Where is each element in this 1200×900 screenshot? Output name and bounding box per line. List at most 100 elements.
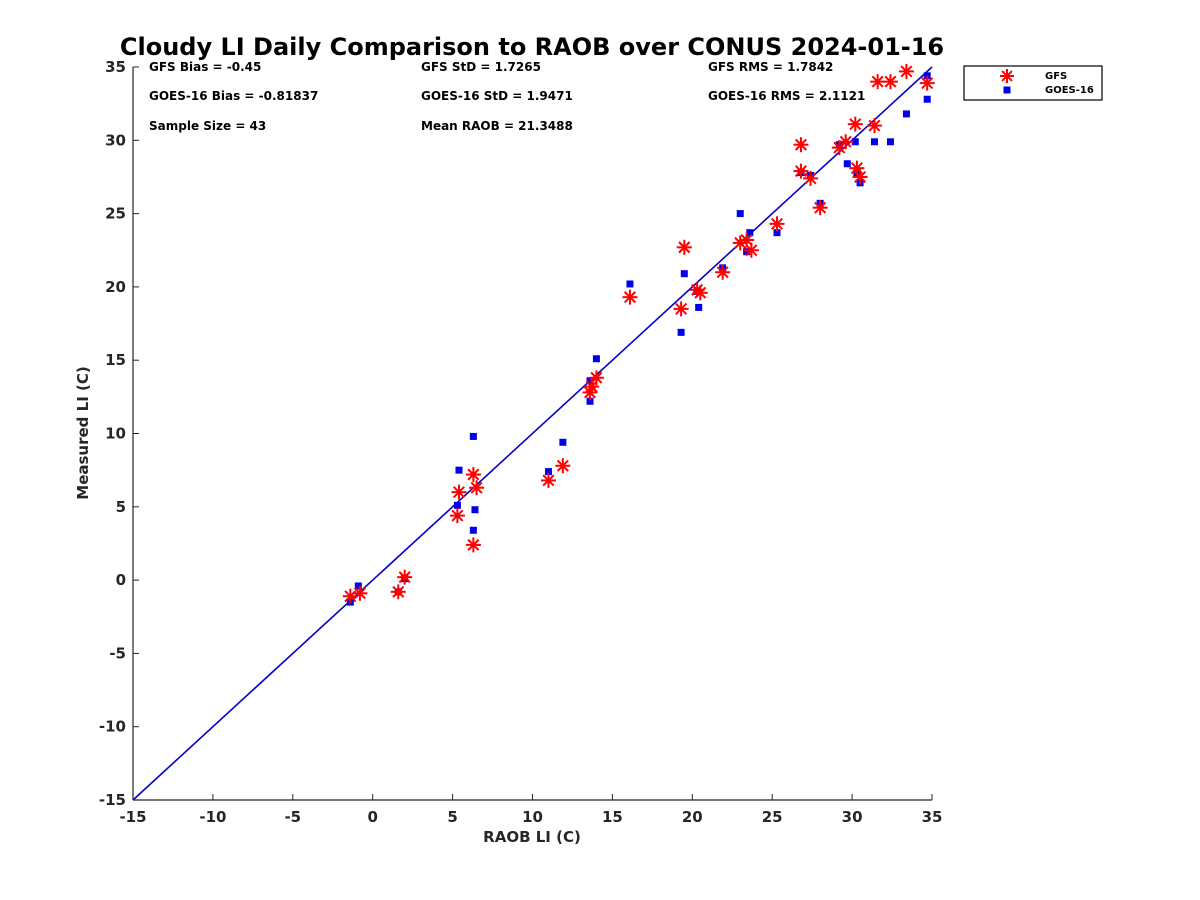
goes16-point: [843, 160, 851, 168]
x-tick-label: 20: [682, 808, 703, 826]
y-tick-label: -15: [99, 791, 126, 809]
gfs-point: [622, 289, 638, 305]
gfs-point: [676, 239, 692, 255]
goes16-point: [586, 397, 594, 405]
plot-area: -15 -10 -5 0 5 10 15 20 25 30 35 -15 -10 -5 0 5 10 15 20 2…: [99, 58, 943, 826]
legend-goes16-marker: [1003, 86, 1011, 94]
x-tick-label: -15: [119, 808, 146, 826]
legend: GFS GOES-16: [963, 65, 1103, 101]
series-gfs-points: [342, 63, 935, 604]
stat-annotation: GOES-16 StD = 1.9471: [421, 89, 573, 103]
gfs-point: [743, 242, 759, 258]
gfs-point: [397, 569, 413, 585]
legend-box: [963, 65, 1103, 101]
goes16-point: [773, 229, 781, 237]
gfs-point: [451, 484, 467, 500]
x-axis-label: RAOB LI (C): [483, 828, 581, 846]
goes16-point: [743, 248, 751, 256]
gfs-point: [870, 74, 886, 90]
gfs-point: [465, 467, 481, 483]
gfs-point: [919, 75, 935, 91]
goes16-point: [592, 355, 600, 363]
goes16-point: [902, 110, 910, 118]
goes16-point: [626, 280, 634, 288]
gfs-point: [449, 508, 465, 524]
x-tick-label: 0: [367, 808, 377, 826]
gfs-point: [715, 264, 731, 280]
goes16-point: [455, 466, 463, 474]
legend-goes16-label: GOES-16: [1045, 85, 1094, 96]
goes16-point: [354, 582, 362, 590]
gfs-point: [847, 116, 863, 132]
legend-gfs-label: GFS: [1045, 71, 1067, 82]
goes16-point: [469, 526, 477, 534]
gfs-point: [769, 216, 785, 232]
gfs-point: [352, 585, 368, 601]
stat-annotation: GFS StD = 1.7265: [421, 60, 541, 74]
goes16-point: [453, 501, 461, 509]
gfs-point: [866, 118, 882, 134]
gfs-point: [673, 301, 689, 317]
y-axis-label: Measured LI (C): [74, 366, 92, 499]
stat-annotation: GOES-16 RMS = 2.1121: [708, 89, 865, 103]
gfs-point: [692, 285, 708, 301]
y-ticks: -15 -10 -5 0 5 10 15 20 25 30 35: [99, 58, 139, 809]
y-tick-label: -5: [109, 644, 126, 662]
legend-gfs-marker: [1000, 69, 1014, 83]
goes16-point: [680, 270, 688, 278]
x-tick-label: 10: [522, 808, 543, 826]
gfs-point: [588, 370, 604, 386]
y-tick-label: 35: [105, 58, 126, 76]
one-to-one-reference-line: [132, 66, 933, 801]
stat-annotation: GFS Bias = -0.45: [149, 60, 261, 74]
goes16-point: [923, 95, 931, 103]
goes16-point: [736, 210, 744, 218]
goes16-point: [586, 377, 594, 385]
goes16-point: [469, 432, 477, 440]
y-tick-label: -10: [99, 718, 126, 736]
stat-annotation: GFS RMS = 1.7842: [708, 60, 833, 74]
x-tick-label: 15: [602, 808, 623, 826]
y-tick-label: 5: [116, 498, 126, 516]
x-tick-label: 35: [922, 808, 943, 826]
gfs-point: [390, 584, 406, 600]
gfs-point: [852, 169, 868, 185]
y-tick-label: 25: [105, 205, 126, 223]
gfs-point: [812, 200, 828, 216]
gfs-point: [739, 232, 755, 248]
goes16-point: [544, 468, 552, 476]
gfs-point: [793, 137, 809, 153]
goes16-point: [886, 138, 894, 146]
stat-annotation: GOES-16 Bias = -0.81837: [149, 89, 318, 103]
stats-layer: GFS Bias = -0.45 GFS StD = 1.7265 GFS RMS …: [149, 60, 865, 133]
stat-annotation: Mean RAOB = 21.3488: [421, 119, 573, 133]
x-tick-label: 5: [447, 808, 457, 826]
goes16-point: [471, 506, 479, 514]
goes16-point: [746, 229, 754, 237]
goes16-point: [677, 328, 685, 336]
x-tick-label: -5: [284, 808, 301, 826]
goes16-point: [851, 138, 859, 146]
gfs-point: [469, 480, 485, 496]
x-tick-label: -10: [199, 808, 226, 826]
gfs-point: [882, 74, 898, 90]
y-tick-label: 20: [105, 278, 126, 296]
x-ticks: -15 -10 -5 0 5 10 15 20 25 30 35: [119, 794, 942, 826]
goes16-point: [695, 303, 703, 311]
gfs-point: [793, 163, 809, 179]
y-tick-label: 0: [116, 571, 126, 589]
gfs-point: [838, 134, 854, 150]
gfs-point: [555, 458, 571, 474]
y-tick-label: 10: [105, 425, 126, 443]
goes16-point: [870, 138, 878, 146]
gfs-point: [540, 472, 556, 488]
gfs-point: [898, 63, 914, 79]
stat-annotation: Sample Size = 43: [149, 119, 266, 133]
gfs-point: [803, 170, 819, 186]
x-tick-label: 30: [842, 808, 863, 826]
x-tick-label: 25: [762, 808, 783, 826]
y-tick-label: 15: [105, 351, 126, 369]
chart-title: Cloudy LI Daily Comparison to RAOB over …: [120, 33, 944, 61]
legend-items: GFS GOES-16: [1000, 69, 1094, 96]
